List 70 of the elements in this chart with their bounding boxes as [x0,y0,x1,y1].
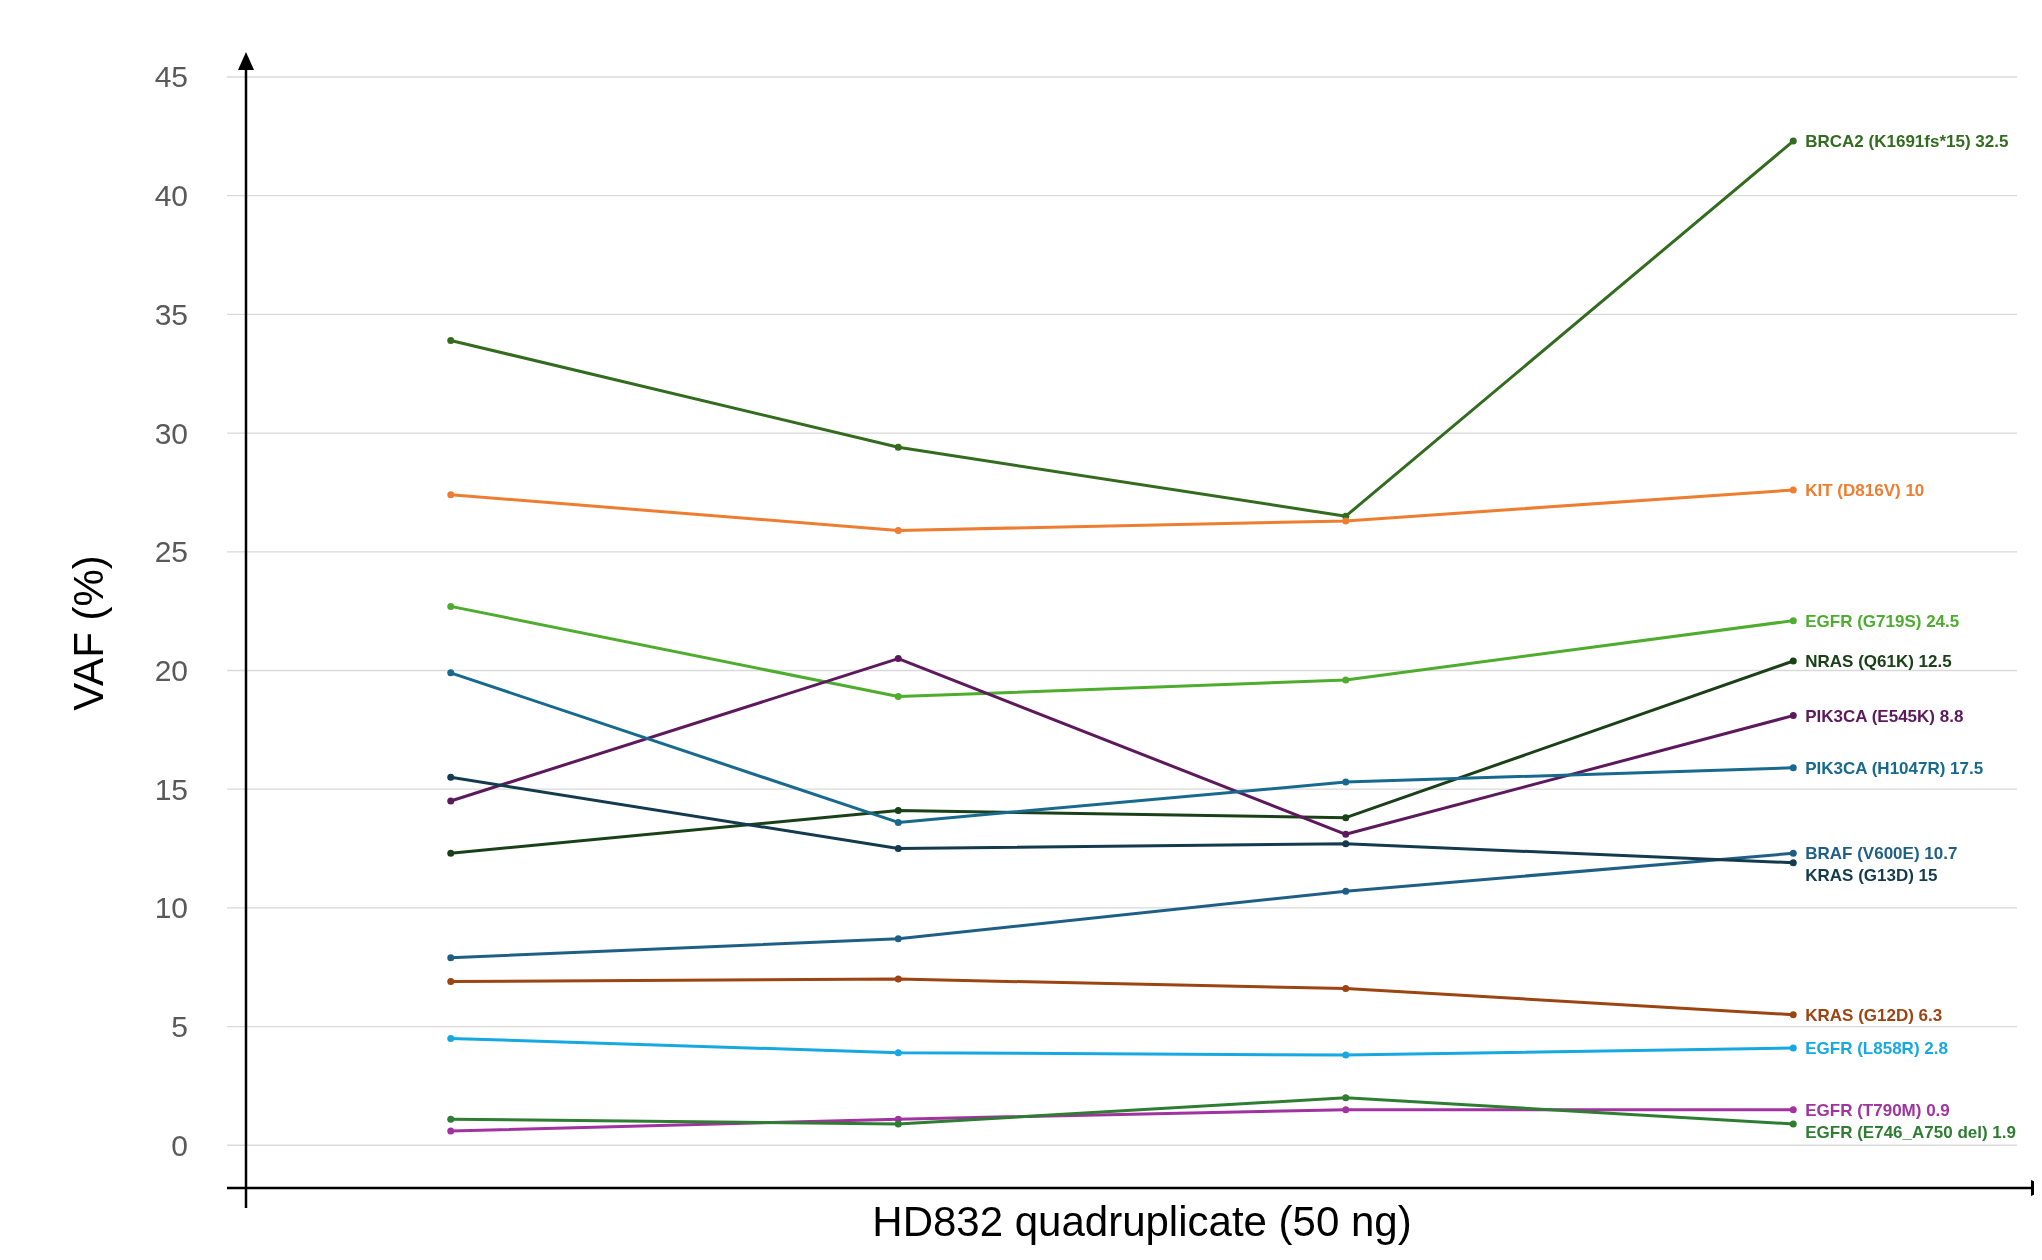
y-tick-label: 40 [154,179,188,213]
point [1342,830,1350,838]
y-tick-label: 20 [154,653,188,687]
point [1342,778,1350,786]
point [894,935,902,943]
point [1342,676,1350,684]
y-tick-label: 35 [154,297,188,331]
point [1789,657,1797,665]
point [894,443,902,451]
point [1789,137,1797,145]
series-label: BRAF (V600E) 10.7 [1805,844,1958,864]
y-tick-label: 5 [171,1010,188,1044]
point [1789,1120,1797,1128]
point [447,669,455,677]
point [447,773,455,781]
point [1789,1106,1797,1114]
y-tick-label: 30 [154,416,188,450]
point [1342,1106,1350,1114]
point [894,655,902,663]
series-label: EGFR (L858R) 2.8 [1805,1038,1948,1058]
y-tick-label: 15 [154,772,188,806]
point [1342,887,1350,895]
point [1789,617,1797,625]
series-label: KIT (D816V) 10 [1805,481,1925,501]
point [447,797,455,805]
point [1342,814,1350,822]
point [894,693,902,701]
point [1789,1044,1797,1052]
series-label: EGFR (T790M) 0.9 [1805,1100,1950,1120]
point [894,818,902,826]
y-tick-label: 45 [154,60,188,94]
series-label: PIK3CA (H1047R) 17.5 [1805,758,1984,778]
point [1789,486,1797,494]
point [1342,985,1350,993]
point [894,845,902,853]
series-label: EGFR (G719S) 24.5 [1805,611,1960,631]
y-tick-label: 10 [154,891,188,925]
point [1789,712,1797,720]
series-label: BRCA2 (K1691fs*15) 32.5 [1805,132,2009,152]
point [447,1034,455,1042]
series-label: NRAS (Q61K) 12.5 [1805,651,1952,671]
point [447,602,455,610]
point [447,1127,455,1135]
point [1342,1051,1350,1059]
y-tick-label: 25 [154,535,188,569]
point [1342,517,1350,525]
point [894,807,902,815]
point [1789,1011,1797,1019]
y-tick-label: 0 [171,1128,188,1162]
series-label: KRAS (G12D) 6.3 [1805,1005,1943,1025]
point [1342,1094,1350,1102]
point [894,526,902,534]
series-label: EGFR (E746_A750 del) 1.9 [1805,1122,2016,1142]
point [1789,859,1797,867]
point [1789,849,1797,857]
series-label: KRAS (G13D) 15 [1805,866,1938,886]
point [447,849,455,857]
point [894,975,902,983]
series-label: PIK3CA (E545K) 8.8 [1805,706,1964,726]
y-axis-title: VAF (%) [65,555,112,711]
point [447,1115,455,1123]
point [1789,764,1797,772]
point [894,1049,902,1057]
point [447,954,455,962]
point [894,1120,902,1128]
point [447,977,455,985]
point [447,491,455,499]
x-axis-title: HD832 quadruplicate (50 ng) [872,1198,1412,1245]
point [1342,840,1350,848]
point [447,337,455,344]
